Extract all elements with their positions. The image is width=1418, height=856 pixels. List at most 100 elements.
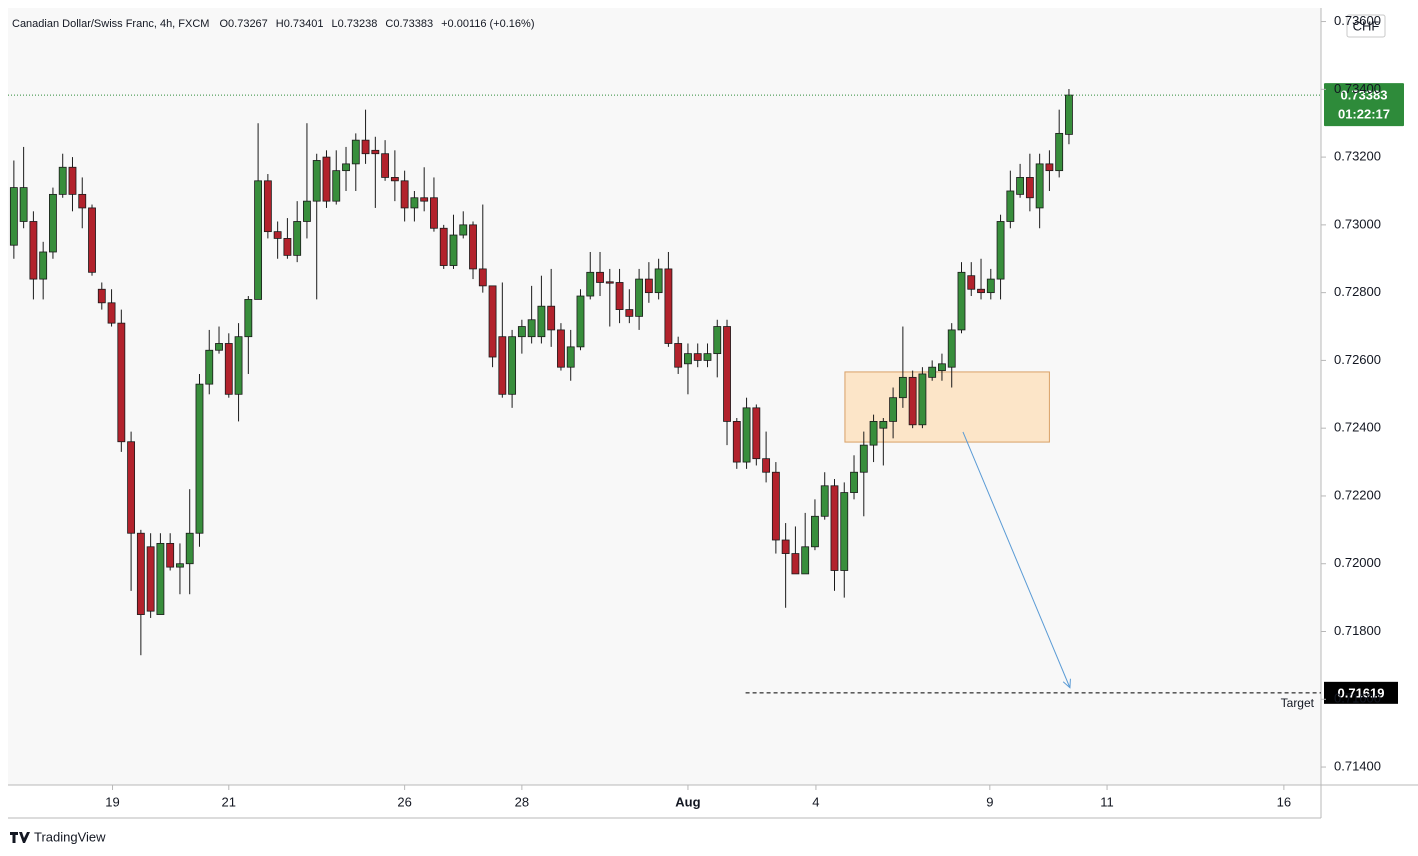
candle-body [185, 532, 194, 565]
candle-body [977, 288, 985, 294]
candle-body [156, 542, 165, 615]
candle-body [88, 207, 96, 273]
x-tick-label: 21 [222, 794, 236, 809]
candle-body [420, 197, 429, 202]
candle-body [68, 166, 77, 195]
candle-body [205, 349, 214, 385]
plot-area [8, 8, 1321, 785]
candle-body [918, 373, 927, 426]
x-tick-label: 26 [397, 794, 411, 809]
candle-body [732, 421, 741, 463]
candle-body [19, 187, 28, 222]
currency-badge: CHF [1346, 14, 1386, 38]
candle-body [840, 492, 849, 571]
y-tick-label: 0.72000 [1334, 555, 1381, 570]
candle-body [791, 553, 800, 575]
y-tick-label: 0.72600 [1334, 352, 1381, 367]
candle-body [781, 539, 790, 554]
y-tick-label: 0.73600 [1334, 13, 1381, 28]
brand: TradingView [34, 829, 106, 844]
candle-body [723, 326, 731, 422]
candle-body [830, 485, 839, 571]
candle-body [1035, 163, 1044, 209]
candle-body [517, 326, 526, 338]
candle-body [547, 305, 556, 331]
y-tick-label: 0.71600 [1334, 691, 1381, 706]
candle-body [664, 268, 673, 344]
last-price-box [1324, 83, 1404, 127]
target-box [1324, 681, 1398, 704]
candle-body [166, 542, 175, 568]
candle-body [351, 139, 360, 165]
candle-body [136, 532, 145, 615]
candle-body [322, 156, 331, 202]
y-tick-label: 0.73400 [1334, 81, 1381, 96]
candle-body [752, 407, 761, 460]
candle-body [234, 336, 243, 395]
candle-body [947, 329, 956, 368]
candle-body [303, 200, 311, 222]
candle-body [576, 295, 585, 348]
candle-body [488, 285, 497, 358]
candle-body [371, 149, 380, 155]
candle-body [654, 268, 663, 294]
candle-body [693, 353, 702, 361]
candle-body [390, 177, 399, 182]
candle-body [967, 275, 976, 290]
candle-body [898, 376, 907, 399]
y-tick-label: 0.73200 [1334, 149, 1381, 164]
candle-body [410, 197, 419, 209]
candle-body [566, 346, 575, 368]
candle-body [381, 153, 390, 178]
ohlc-key: C [385, 18, 393, 30]
candle-body [478, 268, 487, 287]
candle-body [713, 326, 722, 355]
candle-body [244, 299, 253, 338]
candle-body [811, 515, 819, 548]
candle-body [938, 363, 946, 371]
last-price-label: 0.73383 [1341, 88, 1388, 103]
y-tick-label: 0.72200 [1334, 487, 1381, 502]
candle-body [527, 319, 536, 338]
target-text: Target [1281, 696, 1315, 710]
y-tick-label: 0.72800 [1334, 284, 1381, 299]
candle-body [850, 471, 858, 493]
candle-body [635, 278, 644, 317]
candle-body [615, 282, 624, 310]
ohlc-value: 0.73238 [338, 18, 378, 30]
candle-body [801, 546, 810, 575]
x-tick-label: 19 [105, 794, 119, 809]
candle-body [625, 309, 634, 317]
x-tick-label: 28 [515, 794, 529, 809]
y-tick-label: 0.71400 [1334, 758, 1381, 773]
candle-body [215, 343, 223, 351]
candle-body [107, 302, 116, 324]
candle-body [49, 193, 57, 253]
candle-body [889, 397, 898, 422]
candle-body [957, 271, 966, 331]
target-price-label: 0.71619 [1338, 685, 1385, 700]
symbol: Canadian Dollar/Swiss Franc, 4h, FXCM [12, 18, 209, 30]
candle-body [1045, 163, 1054, 172]
candle-body [644, 278, 653, 294]
candle-body [762, 458, 771, 473]
candle-body [586, 271, 595, 297]
candle-body [439, 227, 448, 266]
change: +0.00116 (+0.16%) [441, 18, 534, 30]
symbol-header: Canadian Dollar/Swiss Franc, 4h, FXCM O0.… [12, 18, 535, 30]
candle-body [1055, 132, 1064, 172]
candle-body [674, 343, 683, 368]
candle-body [29, 221, 38, 280]
candle-body [859, 444, 868, 473]
candle-body [176, 563, 184, 568]
candle-body [684, 353, 692, 365]
candle-body [361, 139, 370, 155]
candle-body [1065, 94, 1073, 135]
candle-body [342, 163, 350, 172]
candle-body [78, 193, 87, 209]
countdown: 01:22:17 [1338, 107, 1390, 122]
candle-body [459, 224, 468, 236]
candle-body [869, 421, 878, 446]
